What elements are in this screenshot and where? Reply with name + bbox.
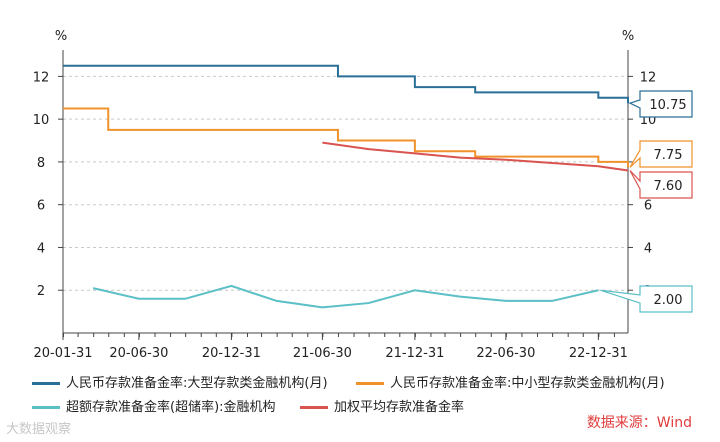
series-line-1 xyxy=(63,107,629,168)
end-value-label: 10.75 xyxy=(649,98,686,113)
end-value-callout xyxy=(629,140,693,168)
grid-layer xyxy=(63,75,628,291)
y-tick-label-left: 12 xyxy=(33,70,50,85)
x-tick-label: 20-06-30 xyxy=(109,346,168,361)
axis-layer: 2244668810101212%%20-01-3120-06-3020-12-… xyxy=(33,29,657,361)
legend-swatch xyxy=(300,406,328,409)
legend-label: 超额存款准备金率(超储率):金融机构 xyxy=(66,400,276,415)
x-tick-label: 20-01-31 xyxy=(33,346,92,361)
series-line-3 xyxy=(322,141,629,172)
legend-item-excess-reserve: 超额存款准备金率(超储率):金融机构 xyxy=(32,396,276,415)
y-tick-label-right: 6 xyxy=(644,199,652,214)
x-tick-label: 20-12-31 xyxy=(202,346,261,361)
y-axis-unit-right: % xyxy=(622,29,634,44)
legend-item-weighted-avg: 加权平均存款准备金率 xyxy=(300,396,464,415)
x-tick-label: 22-06-30 xyxy=(476,346,535,361)
end-value-label: 2.00 xyxy=(654,293,683,308)
legend-label: 人民币存款准备金率:大型存款类金融机构(月) xyxy=(66,376,328,391)
y-axis-unit-left: % xyxy=(55,29,67,44)
x-tick-label: 22-12-31 xyxy=(569,346,628,361)
legend-label: 人民币存款准备金率:中小型存款类金融机构(月) xyxy=(390,376,665,391)
end-value-callout xyxy=(628,90,693,118)
y-tick-label-left: 2 xyxy=(37,284,45,299)
y-tick-label-left: 8 xyxy=(37,156,45,171)
y-tick-label-right: 4 xyxy=(644,241,652,256)
watermark: 大数据观察 xyxy=(6,422,72,437)
legend-label: 加权平均存款准备金率 xyxy=(334,400,465,415)
end-value-callout xyxy=(600,285,693,313)
legend-item-large-banks: 人民币存款准备金率:大型存款类金融机构(月) xyxy=(32,372,328,391)
label-layer: 10.75 7.75 7.60 2.00 xyxy=(600,90,693,313)
end-value-label: 7.60 xyxy=(654,179,683,194)
legend-swatch xyxy=(356,382,384,385)
y-tick-label-left: 10 xyxy=(33,113,50,128)
data-source: 数据来源：Wind xyxy=(586,415,692,431)
series-line-0 xyxy=(63,64,629,104)
y-tick-label-left: 4 xyxy=(37,241,45,256)
x-tick-label: 21-06-30 xyxy=(293,346,352,361)
legend-item-small-banks: 人民币存款准备金率:中小型存款类金融机构(月) xyxy=(356,372,665,391)
series-line-2 xyxy=(92,284,599,309)
y-tick-label-right: 12 xyxy=(640,70,657,85)
y-tick-label-left: 6 xyxy=(37,199,45,214)
x-tick-label: 21-12-31 xyxy=(385,346,444,361)
series-layer xyxy=(63,64,629,309)
end-value-label: 7.75 xyxy=(654,148,683,163)
end-value-callout xyxy=(629,170,693,199)
legend-swatch xyxy=(32,406,60,409)
legend-swatch xyxy=(32,382,60,385)
